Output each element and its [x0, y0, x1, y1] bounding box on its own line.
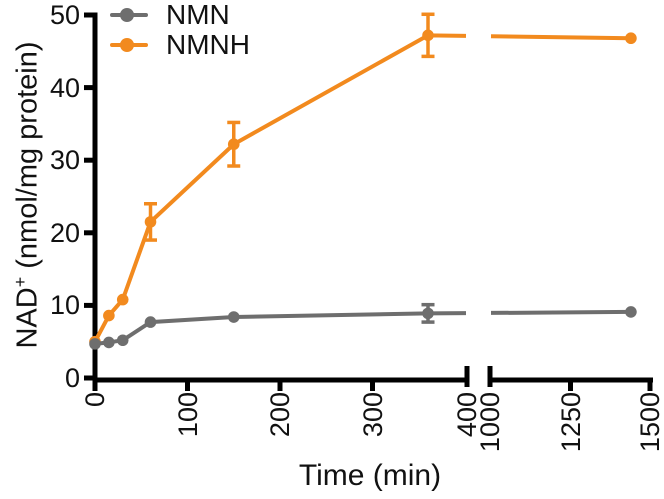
legend-entry-nmn: NMN	[110, 1, 250, 29]
data-point-nmn-15	[103, 336, 115, 349]
x-tick-label-text-200: 200	[265, 392, 295, 438]
series-line-nmnh-a	[93, 33, 467, 343]
data-point-nmnh-15	[103, 309, 115, 322]
legend-marker-nmn	[110, 8, 148, 22]
legend-marker-nmnh	[110, 38, 148, 52]
data-point-nmn-30	[116, 334, 129, 347]
x-tick-label-100: 100	[172, 392, 203, 464]
x-tick-label-1250: 1250	[555, 392, 586, 464]
x-tick-label-1500: 1500	[635, 392, 664, 464]
data-point-nmnh-30	[116, 293, 129, 306]
data-point-nmn-150	[227, 311, 240, 323]
data-point-nmnh-150	[227, 138, 240, 151]
data-point-nmnh-360	[422, 29, 434, 42]
x-tick-label-1000: 1000	[475, 392, 505, 464]
y-axis-title: NAD+ (nmol/mg protein)	[2, 0, 44, 395]
x-tick-label-text-1250: 1250	[555, 392, 586, 453]
data-point-nmnh-60	[144, 216, 157, 228]
y-tick-label-0: 0	[64, 363, 80, 393]
legend: NMN NMNH	[110, 1, 250, 61]
y-axis-title-superscript: +	[10, 276, 30, 288]
data-point-nmn-360	[422, 307, 434, 320]
y-tick-label-20: 20	[49, 217, 80, 248]
data-point-nmn-0	[89, 338, 101, 350]
y-tick-label-50: 50	[49, 0, 80, 30]
x-tick-label-200: 200	[265, 392, 295, 464]
x-tick-label-text-0: 0	[80, 392, 110, 408]
x-tick-label-text-1000: 1000	[475, 392, 505, 453]
data-point-nmn-1440	[625, 306, 637, 318]
legend-label-nmnh: NMNH	[166, 29, 250, 60]
x-tick-label-text-1500: 1500	[635, 392, 664, 453]
x-axis-title: Time (min)	[298, 459, 442, 492]
x-tick-label-text-100: 100	[172, 392, 203, 438]
legend-label-nmn: NMN	[166, 0, 230, 30]
legend-dot-icon-nmn	[120, 8, 134, 22]
x-tick-label-300: 300	[357, 392, 388, 464]
y-tick-label-10: 10	[49, 290, 80, 321]
y-tick-label-30: 30	[49, 145, 80, 176]
x-tick-label-0: 0	[80, 392, 110, 464]
data-point-nmnh-1440	[625, 32, 637, 45]
x-tick-label-text-300: 300	[357, 392, 388, 438]
data-point-nmn-60	[144, 316, 157, 328]
y-tick-label-40: 40	[49, 72, 80, 103]
legend-dot-icon-nmnh	[120, 38, 134, 52]
series-line-nmn-b	[490, 309, 631, 315]
series-line-nmnh-b	[490, 34, 631, 41]
legend-entry-nmnh: NMNH	[110, 31, 250, 59]
